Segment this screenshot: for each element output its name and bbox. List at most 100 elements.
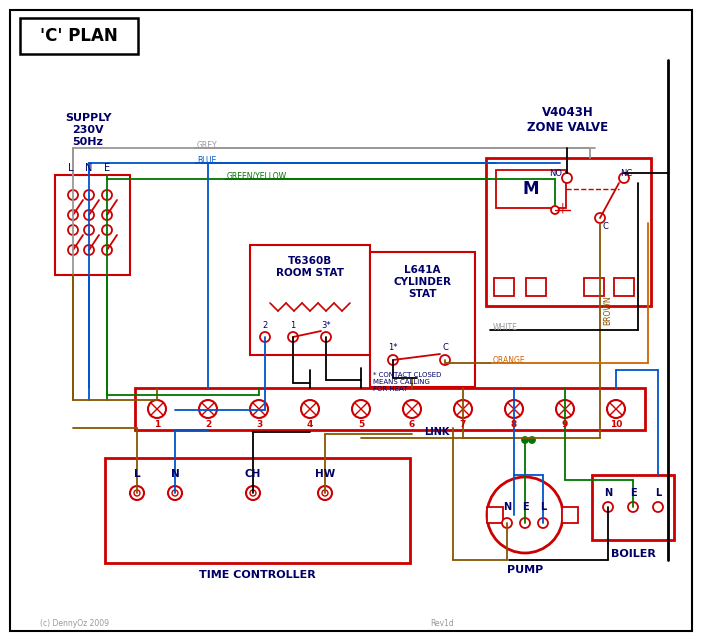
Text: CH: CH [245,469,261,479]
Circle shape [102,190,112,200]
Text: 7: 7 [460,419,466,428]
Text: C: C [602,222,608,231]
Circle shape [403,400,421,418]
Circle shape [148,400,166,418]
Bar [135,388,645,430]
Circle shape [172,490,178,496]
Circle shape [595,213,605,223]
Circle shape [487,477,563,553]
Text: (c) DennyOz 2009: (c) DennyOz 2009 [40,619,109,628]
Text: LINK: LINK [424,427,450,437]
Bar [584,278,604,296]
Circle shape [522,437,528,443]
Text: N: N [604,488,612,498]
Circle shape [168,486,182,500]
Text: 3: 3 [256,419,262,428]
Circle shape [68,190,78,200]
Text: 2: 2 [205,419,211,428]
Text: HW: HW [315,469,335,479]
Circle shape [84,225,94,235]
Circle shape [102,225,112,235]
Circle shape [288,332,298,342]
Text: N: N [86,163,93,173]
Text: TIME CONTROLLER: TIME CONTROLLER [199,570,315,580]
Circle shape [134,490,140,496]
Circle shape [318,486,332,500]
Circle shape [84,210,94,220]
Circle shape [440,355,450,365]
Text: ORANGE: ORANGE [493,356,526,365]
Text: 'C' PLAN: 'C' PLAN [40,27,118,45]
Text: 10: 10 [610,419,622,428]
Bar [526,278,546,296]
Circle shape [603,502,613,512]
Circle shape [130,486,144,500]
Circle shape [454,400,472,418]
Circle shape [250,490,256,496]
Text: Rev1d: Rev1d [430,619,453,628]
Text: 2: 2 [263,320,267,329]
Circle shape [562,173,572,183]
Circle shape [628,502,638,512]
Circle shape [250,400,268,418]
Circle shape [505,400,523,418]
Bar [105,458,410,563]
Text: E: E [630,488,636,498]
Text: M: M [523,180,539,198]
Bar [494,278,514,296]
Circle shape [321,332,331,342]
Text: L: L [133,469,140,479]
Text: PUMP: PUMP [507,565,543,575]
Bar [486,158,651,306]
Text: 5: 5 [358,419,364,428]
Circle shape [619,173,629,183]
Circle shape [538,518,548,528]
Text: 4: 4 [307,419,313,428]
Circle shape [68,245,78,255]
Text: 1*: 1* [388,342,398,351]
Bar [614,278,634,296]
Circle shape [520,518,530,528]
Text: L: L [540,502,546,512]
Circle shape [502,518,512,528]
Text: L: L [68,163,74,173]
Bar [55,175,130,275]
Text: 1: 1 [291,320,296,329]
Circle shape [322,490,328,496]
Text: 6: 6 [409,419,415,428]
Text: BLUE: BLUE [197,156,216,165]
Circle shape [388,355,398,365]
Text: WHITE: WHITE [493,322,518,331]
Text: E: E [522,502,529,512]
Circle shape [102,210,112,220]
Circle shape [551,206,559,214]
Bar [487,507,503,523]
Text: 9: 9 [562,419,568,428]
Bar [20,18,138,54]
Text: GREY: GREY [197,140,218,149]
Text: SUPPLY
230V
50Hz: SUPPLY 230V 50Hz [65,113,111,147]
Text: L: L [655,488,661,498]
Circle shape [246,486,260,500]
Text: V4043H
ZONE VALVE: V4043H ZONE VALVE [527,106,609,134]
Bar [496,170,566,208]
Bar [562,507,578,523]
Circle shape [260,332,270,342]
Circle shape [102,245,112,255]
Text: 8: 8 [511,419,517,428]
Bar [592,475,674,540]
Text: T6360B
ROOM STAT: T6360B ROOM STAT [276,256,344,278]
Text: 3*: 3* [322,320,331,329]
Circle shape [556,400,574,418]
Circle shape [352,400,370,418]
Text: L641A
CYLINDER
STAT: L641A CYLINDER STAT [393,265,451,299]
Text: GREEN/YELLOW: GREEN/YELLOW [227,172,287,181]
Bar [370,252,475,387]
Bar [250,245,370,355]
Text: |: | [560,203,564,213]
Text: E: E [104,163,110,173]
Circle shape [68,210,78,220]
Circle shape [607,400,625,418]
Circle shape [68,225,78,235]
Text: BROWN: BROWN [603,296,612,325]
